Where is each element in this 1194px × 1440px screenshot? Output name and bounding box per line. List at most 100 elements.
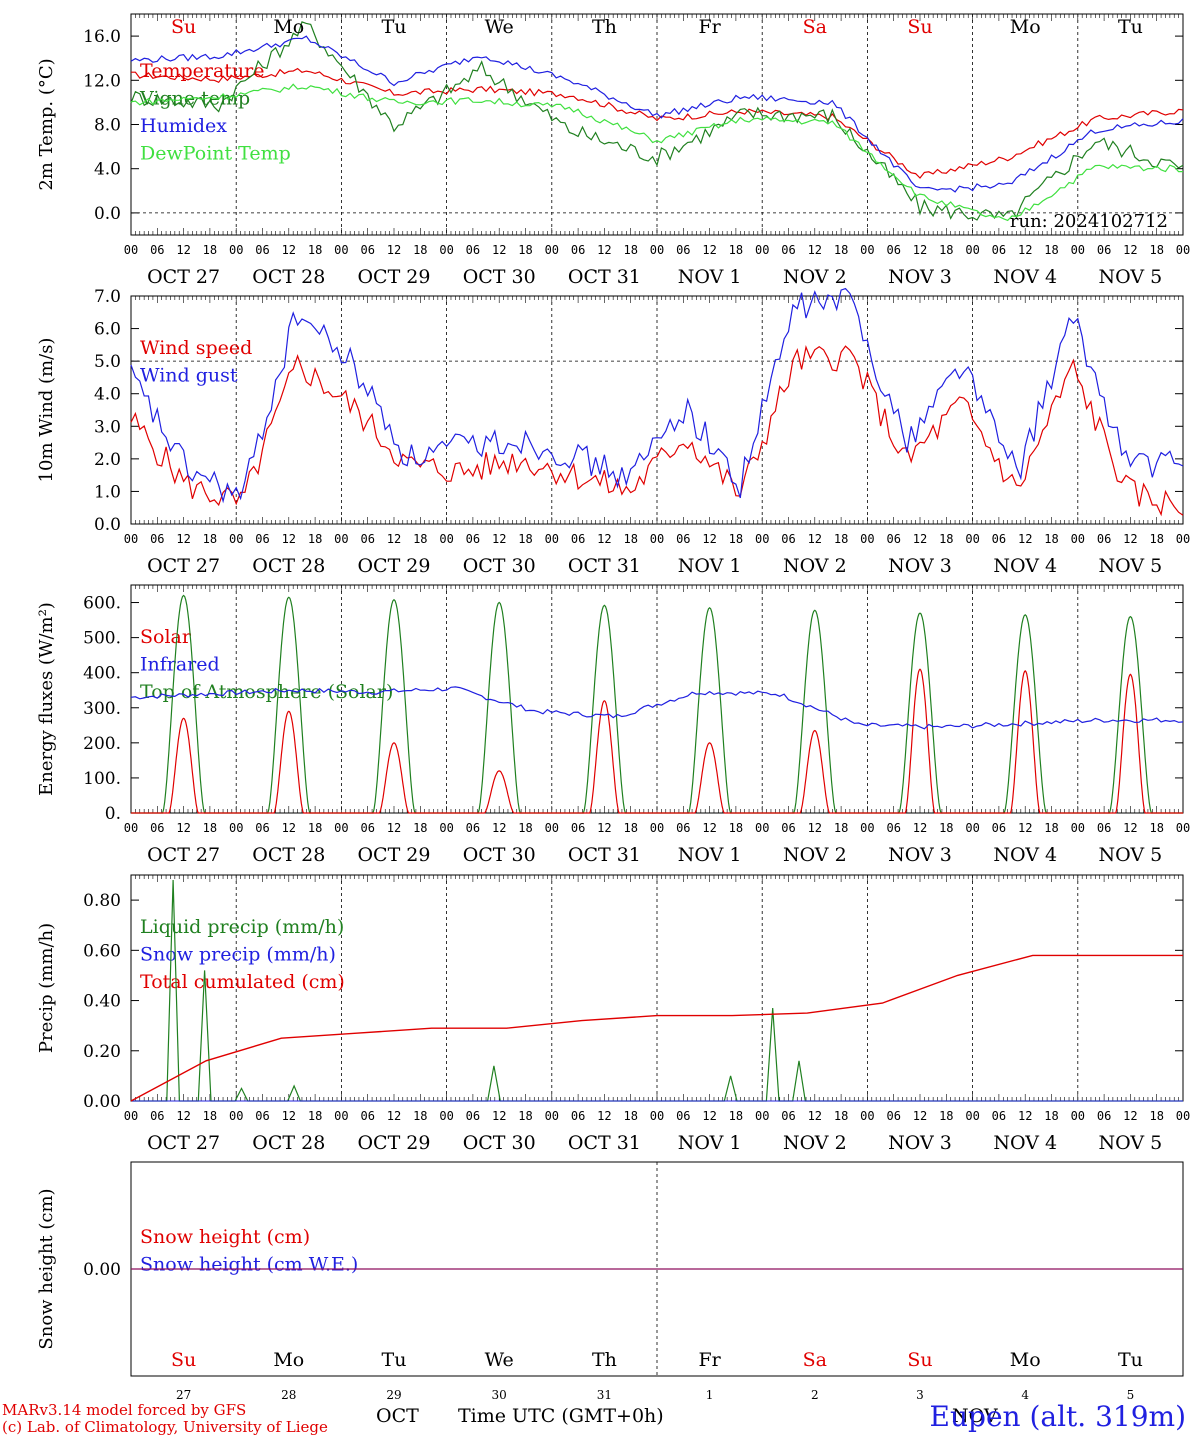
- hour-tick-label: 06: [886, 243, 900, 257]
- y-tick-label: 0.60: [83, 941, 121, 961]
- date-label: OCT 31: [568, 1132, 641, 1154]
- date-label: NOV 4: [993, 555, 1057, 577]
- hour-tick-label: 06: [571, 243, 585, 257]
- hour-tick-label: 06: [150, 821, 164, 835]
- day-number: 30: [492, 1388, 507, 1402]
- hour-tick-label: 00: [229, 821, 243, 835]
- wind-series-line: [130, 287, 1184, 504]
- hour-tick-label: 00: [1176, 1109, 1190, 1123]
- hour-tick-label: 06: [571, 1109, 585, 1123]
- hour-tick-label: 18: [518, 532, 532, 546]
- legend-entry: Snow precip (mm/h): [140, 944, 336, 966]
- date-label: OCT 27: [147, 1132, 220, 1154]
- hour-tick-label: 12: [913, 821, 927, 835]
- hour-tick-label: 12: [913, 532, 927, 546]
- hour-tick-label: 12: [492, 1109, 506, 1123]
- hour-tick-label: 00: [965, 532, 979, 546]
- hour-tick-label: 00: [1176, 821, 1190, 835]
- date-label: NOV 3: [888, 1132, 952, 1154]
- hour-tick-label: 00: [860, 532, 874, 546]
- hour-tick-label: 06: [676, 821, 690, 835]
- hour-tick-label: 18: [413, 532, 427, 546]
- hour-tick-label: 06: [1097, 1109, 1111, 1123]
- day-number: 29: [386, 1388, 401, 1402]
- hour-tick-label: 18: [203, 532, 217, 546]
- hour-tick-label: 00: [650, 532, 664, 546]
- date-label: NOV 4: [993, 266, 1057, 288]
- hour-tick-label: 00: [334, 1109, 348, 1123]
- hour-tick-label: 18: [729, 532, 743, 546]
- hour-tick-label: 12: [1018, 821, 1032, 835]
- temp-series-line: [131, 67, 1184, 179]
- y-tick-label: 4.0: [94, 160, 121, 180]
- hour-tick-label: 00: [1071, 243, 1085, 257]
- hour-tick-label: 12: [1123, 532, 1137, 546]
- hour-tick-label: 06: [886, 821, 900, 835]
- hour-tick-label: 18: [834, 243, 848, 257]
- hour-tick-label: 00: [1071, 821, 1085, 835]
- hour-tick-label: 06: [150, 243, 164, 257]
- y-tick-label: 500.: [83, 629, 121, 649]
- weekday-label: Mo: [273, 16, 304, 38]
- y-tick-label: 300.: [83, 699, 121, 719]
- weekday-label: Mo: [1010, 1349, 1041, 1371]
- hour-tick-label: 00: [124, 532, 138, 546]
- date-label: NOV 1: [678, 555, 742, 577]
- hour-tick-label: 00: [545, 243, 559, 257]
- hour-tick-label: 12: [597, 821, 611, 835]
- hour-tick-label: 06: [676, 1109, 690, 1123]
- hour-tick-label: 06: [781, 821, 795, 835]
- hour-tick-label: 00: [439, 821, 453, 835]
- hour-tick-label: 06: [571, 532, 585, 546]
- hour-tick-label: 12: [808, 243, 822, 257]
- day-number: 5: [1127, 1388, 1135, 1402]
- date-label: OCT 28: [252, 1132, 325, 1154]
- hour-tick-label: 06: [466, 821, 480, 835]
- hour-tick-label: 18: [729, 821, 743, 835]
- hour-tick-label: 12: [176, 821, 190, 835]
- hour-tick-label: 12: [597, 243, 611, 257]
- date-label: OCT 30: [463, 266, 536, 288]
- hour-tick-label: 12: [597, 1109, 611, 1123]
- hour-tick-label: 06: [781, 532, 795, 546]
- hour-tick-label: 12: [492, 821, 506, 835]
- y-axis-label: 2m Temp. (°C): [36, 58, 57, 190]
- hour-tick-label: 12: [387, 821, 401, 835]
- hour-tick-label: 06: [255, 532, 269, 546]
- hour-tick-label: 18: [729, 1109, 743, 1123]
- weekday-label: Tu: [382, 1349, 407, 1371]
- hour-tick-label: 18: [939, 1109, 953, 1123]
- hour-tick-label: 18: [939, 821, 953, 835]
- y-tick-label: 0.00: [83, 1092, 121, 1112]
- hour-tick-label: 06: [360, 243, 374, 257]
- y-tick-label: 2.0: [94, 450, 121, 470]
- hour-tick-label: 06: [466, 532, 480, 546]
- date-label: OCT 28: [252, 844, 325, 866]
- hour-tick-label: 18: [1149, 243, 1163, 257]
- legend-entry: Total cumulated (cm): [140, 971, 345, 993]
- temp-series-line: [130, 83, 1183, 222]
- weekday-label: Mo: [1010, 16, 1041, 38]
- hour-tick-label: 00: [124, 821, 138, 835]
- hour-tick-label: 12: [1018, 243, 1032, 257]
- y-axis-label: Precip (mm/h): [36, 923, 57, 1053]
- hour-tick-label: 06: [1097, 532, 1111, 546]
- hour-tick-label: 18: [308, 532, 322, 546]
- hour-tick-label: 18: [1044, 532, 1058, 546]
- weekday-label: Fr: [698, 16, 721, 38]
- hour-tick-label: 12: [176, 532, 190, 546]
- temp-series-line: [130, 35, 1184, 193]
- hour-tick-label: 00: [755, 243, 769, 257]
- y-axis-label: Snow height (cm): [36, 1188, 57, 1349]
- date-label: NOV 1: [678, 844, 742, 866]
- date-label: NOV 5: [1099, 1132, 1163, 1154]
- date-label: NOV 5: [1099, 266, 1163, 288]
- legend-entry: Snow height (cm W.E.): [140, 1254, 358, 1276]
- y-tick-label: 16.0: [83, 27, 121, 47]
- time-axis-label: Time UTC (GMT+0h): [458, 1405, 664, 1427]
- run-label: run: 2024102712: [1010, 211, 1168, 232]
- date-label: OCT 31: [568, 555, 641, 577]
- hour-tick-label: 18: [939, 243, 953, 257]
- date-label: NOV 3: [888, 844, 952, 866]
- hour-tick-label: 00: [1176, 243, 1190, 257]
